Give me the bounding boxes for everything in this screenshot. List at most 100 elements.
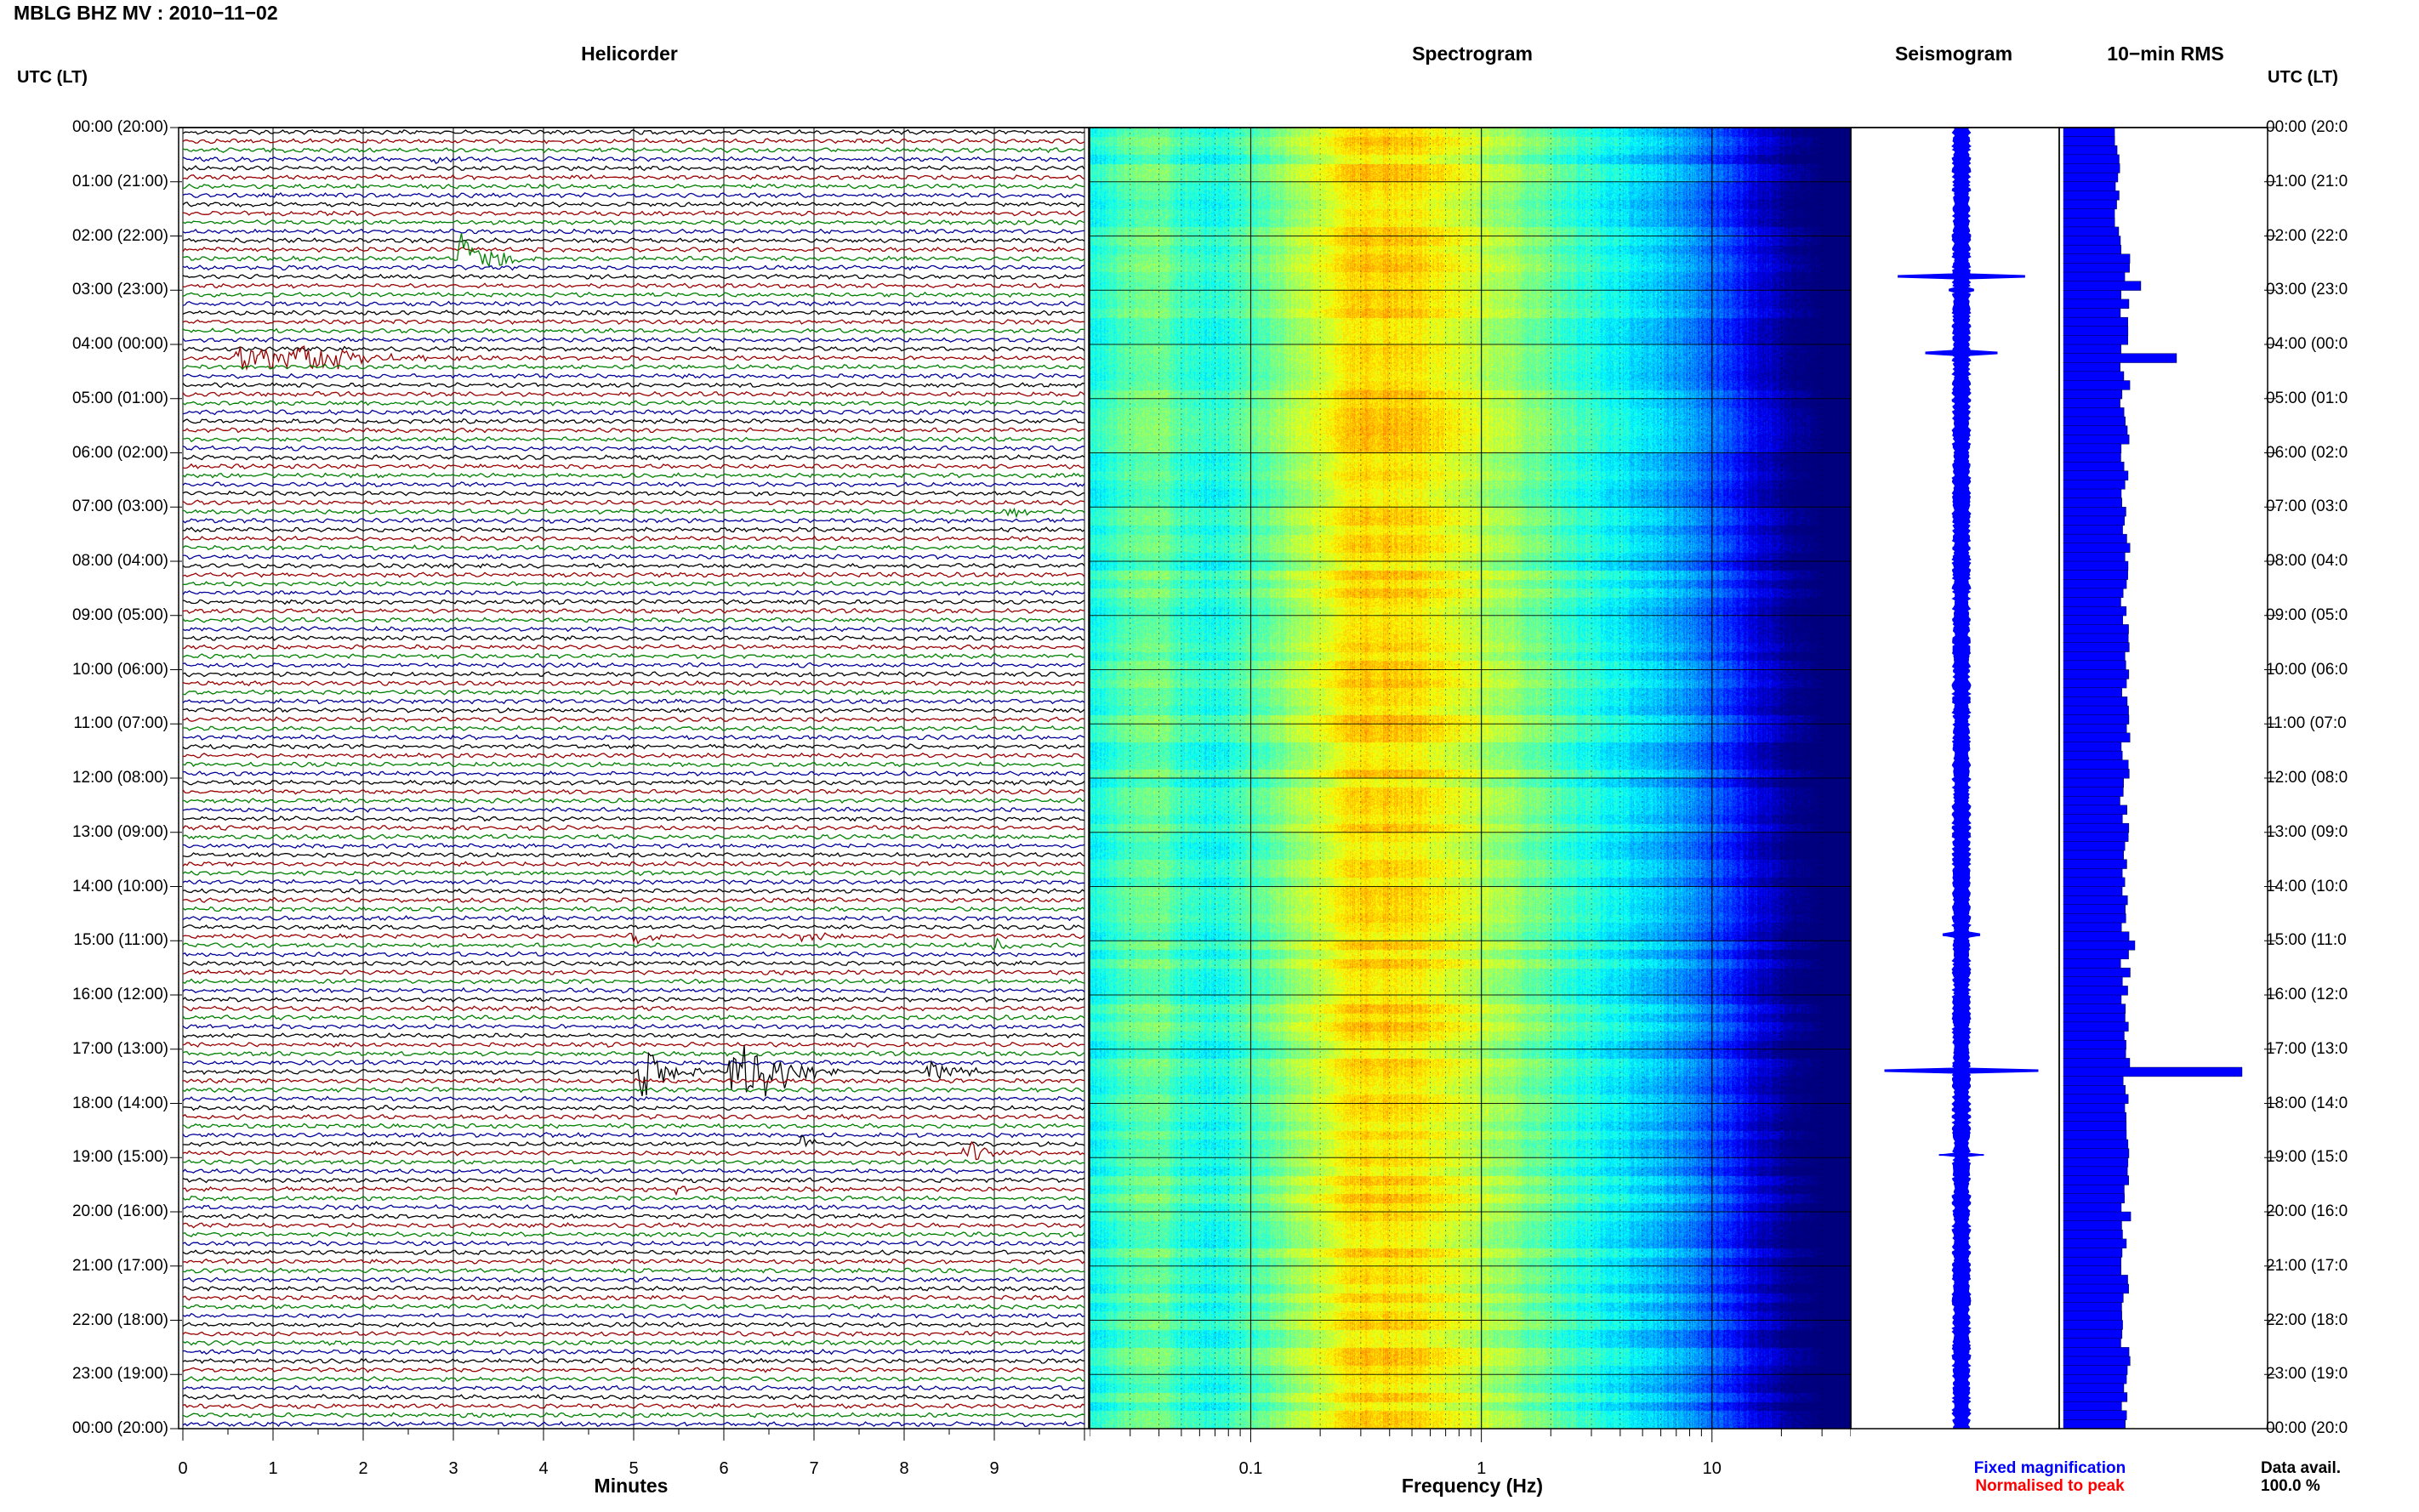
rms-bar	[2063, 236, 2121, 246]
rms-bar	[2063, 543, 2131, 553]
data-availability-value: 100.0 %	[2261, 1477, 2320, 1495]
helicorder-x-tick-label: 2	[358, 1459, 368, 1478]
rms-bar	[2063, 480, 2126, 490]
rms-bar	[2063, 1275, 2128, 1285]
rms-bar	[2063, 913, 2126, 924]
rms-bar	[2063, 271, 2126, 282]
time-tick-right: 20:00 (16:0	[2266, 1202, 2348, 1220]
spectrogram-x-tick-label: 1	[1477, 1459, 1487, 1478]
rms-bar	[2063, 163, 2120, 173]
rms-bar	[2063, 326, 2129, 336]
rms-bar	[2063, 941, 2136, 951]
rms-bar	[2063, 1021, 2129, 1032]
spectrogram-x-tick-label: 0.1	[1238, 1459, 1263, 1478]
time-tick-left: 13:00 (09:00)	[71, 822, 168, 841]
rms-bar	[2063, 967, 2131, 978]
rms-bar	[2063, 316, 2129, 327]
rms-bar	[2063, 958, 2121, 969]
time-tick-left: 12:00 (08:00)	[71, 769, 168, 787]
rms-bar	[2063, 1238, 2127, 1249]
time-tick-right: 23:00 (19:0	[2266, 1365, 2348, 1384]
rms-bar	[2063, 244, 2122, 255]
time-tick-right: 00:00 (20:0	[2266, 1419, 2348, 1437]
time-tick-left: 18:00 (14:00)	[71, 1094, 168, 1112]
rms-bar	[2063, 597, 2121, 607]
time-tick-left: 20:00 (16:00)	[71, 1202, 168, 1220]
seismogram-title: Seismogram	[1894, 43, 2013, 65]
rms-bar	[2063, 1392, 2128, 1402]
rms-bar	[2063, 714, 2130, 725]
rms-bar	[2063, 190, 2120, 201]
rms-bar	[2063, 1347, 2130, 1357]
time-tick-right: 08:00 (04:0	[2266, 552, 2348, 570]
rms-bar	[2063, 308, 2121, 318]
time-tick-left: 01:00 (21:00)	[71, 172, 168, 190]
time-tick-right: 03:00 (23:0	[2266, 281, 2348, 299]
right-axis-label: UTC (LT)	[2268, 68, 2338, 87]
rms-bar	[2063, 199, 2117, 210]
helicorder-x-tick-label: 5	[629, 1459, 639, 1478]
time-tick-right: 17:00 (13:0	[2266, 1039, 2348, 1058]
chart-title: MBLG BHZ MV : 2010−11−02	[14, 2, 278, 24]
rms-bar	[2063, 804, 2128, 816]
rms-bar	[2063, 1374, 2127, 1384]
time-tick-left: 15:00 (11:00)	[73, 931, 168, 950]
rms-bar	[2063, 226, 2120, 237]
rms-bar	[2063, 389, 2123, 400]
rms-bar	[2063, 705, 2129, 716]
rms-bar	[2063, 525, 2123, 535]
rms-bar	[2063, 787, 2124, 797]
time-tick-right: 12:00 (08:0	[2266, 769, 2348, 787]
time-tick-right: 05:00 (01:0	[2266, 389, 2348, 407]
rms-bar	[2063, 1049, 2126, 1059]
helicorder-x-tick-label: 3	[448, 1459, 458, 1478]
rms-bar	[2063, 769, 2130, 779]
seismogram-plot	[1884, 128, 2039, 1429]
rms-bar	[2063, 1211, 2132, 1222]
rms-bar	[2063, 777, 2125, 788]
rms-bar	[2063, 461, 2125, 472]
rms-bar	[2063, 570, 2128, 580]
time-tick-right: 18:00 (14:0	[2266, 1094, 2348, 1112]
time-tick-left: 22:00 (18:00)	[71, 1310, 168, 1329]
rms-bar	[2063, 579, 2127, 589]
helicorder-x-tick-label: 0	[178, 1459, 188, 1478]
rms-bar	[2063, 850, 2125, 861]
rms-bar	[2063, 416, 2126, 427]
time-tick-right: 11:00 (07:0	[2266, 714, 2347, 733]
time-tick-right: 22:00 (18:0	[2266, 1310, 2348, 1329]
rms-bar	[2063, 1121, 2127, 1131]
rms-bar	[2063, 1265, 2122, 1276]
rms-bar	[2063, 1419, 2126, 1429]
rms-bar	[2063, 497, 2122, 508]
rms-bar	[2063, 253, 2131, 264]
rms-bar	[2063, 1293, 2124, 1303]
rms-bar	[2063, 452, 2121, 463]
rms-bar	[2063, 362, 2120, 372]
time-tick-left: 10:00 (06:00)	[71, 660, 168, 679]
rms-title: 10−min RMS	[2107, 43, 2224, 65]
rms-bar	[2063, 859, 2127, 869]
time-tick-right: 06:00 (02:0	[2266, 443, 2348, 462]
helicorder-x-tick-label: 7	[809, 1459, 819, 1478]
rms-bar	[2063, 533, 2127, 544]
time-tick-left: 09:00 (05:00)	[71, 605, 168, 624]
rms-bar	[2063, 886, 2123, 896]
time-tick-right: 01:00 (21:0	[2266, 172, 2348, 190]
spectrogram-x-tick-label: 10	[1702, 1459, 1722, 1478]
rms-bar	[2063, 615, 2124, 625]
time-tick-left: 00:00 (20:00)	[71, 1419, 168, 1437]
rms-bar	[2063, 435, 2130, 445]
spectrogram-xlabel: Frequency (Hz)	[1401, 1475, 1544, 1497]
rms-bar	[2063, 822, 2130, 833]
rms-bar	[2063, 678, 2127, 689]
rms-bar	[2063, 696, 2128, 707]
rms-bar	[2063, 949, 2129, 960]
rms-bar	[2063, 633, 2129, 644]
rms-bar	[2063, 759, 2129, 770]
time-tick-left: 21:00 (17:00)	[71, 1256, 168, 1275]
time-tick-right: 00:00 (20:0	[2266, 118, 2348, 136]
rms-bar	[2063, 1193, 2125, 1203]
time-tick-right: 15:00 (11:0	[2266, 931, 2347, 950]
rms-bar	[2063, 172, 2119, 183]
